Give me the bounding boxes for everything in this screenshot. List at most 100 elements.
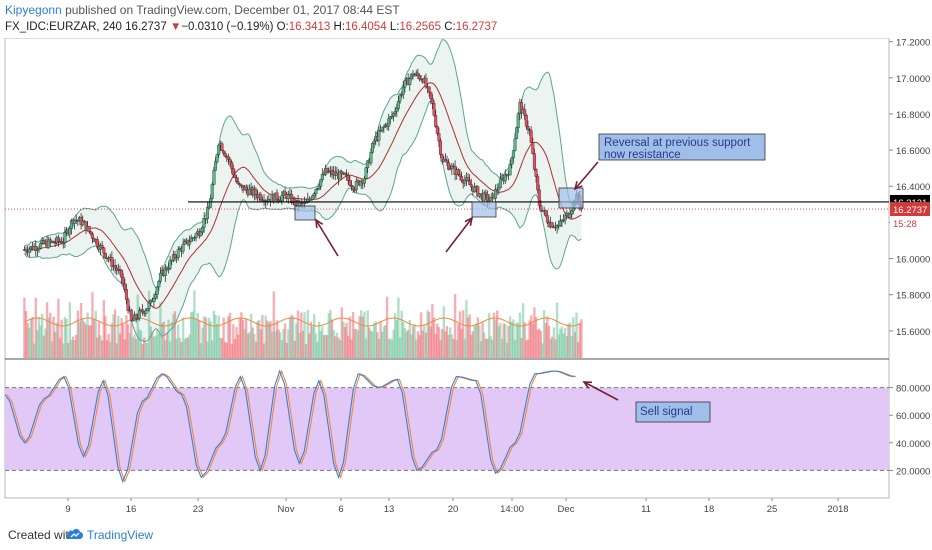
tradingview-cloud-icon[interactable]: [66, 527, 84, 541]
candle-body: [236, 181, 240, 185]
volume-bar: [34, 297, 37, 358]
candle-body: [228, 159, 232, 163]
candle-body: [314, 189, 318, 195]
volume-bar: [238, 317, 241, 358]
volume-bar: [232, 324, 235, 358]
candle-body: [311, 195, 315, 200]
candle-body: [259, 194, 263, 201]
arrow-support-2-head: [464, 216, 474, 226]
volume-bar: [526, 339, 530, 358]
candle-body: [152, 297, 156, 303]
volume-bar: [198, 320, 201, 358]
volume-bar: [321, 326, 324, 358]
volume-bar: [50, 341, 54, 358]
volume-bar: [183, 338, 186, 358]
volume-bar: [168, 341, 172, 358]
volume-bar: [356, 330, 360, 358]
volume-bar: [162, 321, 165, 358]
candle-body: [536, 176, 540, 191]
candle-body: [343, 172, 347, 175]
volume-bar: [175, 338, 178, 358]
volume-bar: [201, 327, 204, 358]
candle-body: [387, 118, 391, 127]
symbol-label[interactable]: FX_IDC:EURZAR, 240: [5, 21, 122, 33]
volume-bar: [295, 323, 298, 358]
candle-body: [207, 207, 211, 209]
volume-bar: [513, 340, 517, 358]
annotations: [294, 133, 766, 423]
volume-bar: [515, 322, 518, 358]
volume-bar: [517, 323, 520, 358]
volume-bar: [29, 319, 33, 358]
candle-body: [56, 237, 60, 242]
volume-bar: [544, 323, 547, 358]
chart-area[interactable]: 15.600015.800016.000016.200016.400016.60…: [0, 38, 932, 518]
volume-bar: [576, 341, 580, 358]
volume-bar: [37, 316, 41, 358]
volume-bar: [572, 317, 575, 358]
candle-body: [396, 101, 400, 109]
author-link[interactable]: Kipyegonn: [5, 3, 62, 17]
volume-bar: [392, 329, 395, 358]
volume-bar: [408, 319, 411, 358]
candle-body: [215, 154, 219, 162]
tradingview-brand[interactable]: TradingView: [87, 528, 154, 542]
volume-bar: [97, 321, 101, 358]
candle-body: [369, 152, 373, 164]
volume-bar: [154, 335, 157, 358]
candle-body: [516, 113, 520, 129]
time-tick-label: Nov: [278, 504, 295, 515]
candle-body: [275, 192, 279, 200]
volume-bar: [141, 343, 144, 358]
candle-body: [511, 150, 515, 159]
candle-body: [486, 194, 490, 202]
candle-body: [238, 183, 242, 186]
volume-bar: [296, 310, 300, 358]
candle-body: [102, 247, 106, 254]
candle-body: [103, 252, 107, 259]
volume-bar: [159, 302, 162, 358]
volume-bar: [107, 333, 110, 358]
price-tick-label: 16.4000: [896, 182, 930, 193]
candle-body: [200, 227, 204, 233]
volume-bar: [334, 336, 337, 358]
volume-bar: [227, 316, 230, 358]
volume-bar: [267, 322, 271, 358]
volume-bar: [492, 312, 496, 358]
volume-bar: [398, 337, 402, 358]
volume-bar: [345, 323, 348, 358]
candle-body: [134, 314, 138, 319]
open-value: 16.3413: [288, 21, 331, 33]
volume-bar: [96, 337, 99, 358]
volume-bar: [471, 331, 475, 358]
volume-bar: [157, 333, 160, 358]
candle-body: [366, 160, 370, 169]
candle-body: [348, 180, 352, 186]
volume-bar: [45, 302, 49, 358]
volume-bar: [372, 323, 376, 358]
candle-body: [147, 302, 151, 309]
candle-body: [468, 180, 472, 185]
candle-body: [395, 108, 399, 112]
volume-bar: [71, 336, 75, 358]
volume-bar: [327, 313, 330, 358]
candle-body: [231, 168, 235, 176]
last-price-value: 16.2737: [125, 21, 167, 33]
volume-bar: [338, 340, 342, 358]
volume-bar: [570, 336, 573, 358]
price-tick-label: 15.8000: [896, 291, 930, 302]
candle-body: [89, 231, 93, 234]
volume-bar: [442, 306, 445, 358]
volume-bar: [120, 317, 123, 358]
candle-body: [124, 289, 128, 300]
volume-bar: [293, 340, 296, 358]
axes: 15.600015.800016.000016.200016.400016.60…: [65, 38, 930, 515]
candle-body: [550, 222, 554, 228]
candle-body: [244, 186, 248, 190]
candle-body: [209, 198, 213, 208]
candle-body: [163, 267, 167, 277]
candle-body: [24, 249, 28, 252]
volume-bar: [518, 312, 522, 358]
volume-bar: [133, 334, 136, 358]
volume-bar: [26, 323, 29, 358]
